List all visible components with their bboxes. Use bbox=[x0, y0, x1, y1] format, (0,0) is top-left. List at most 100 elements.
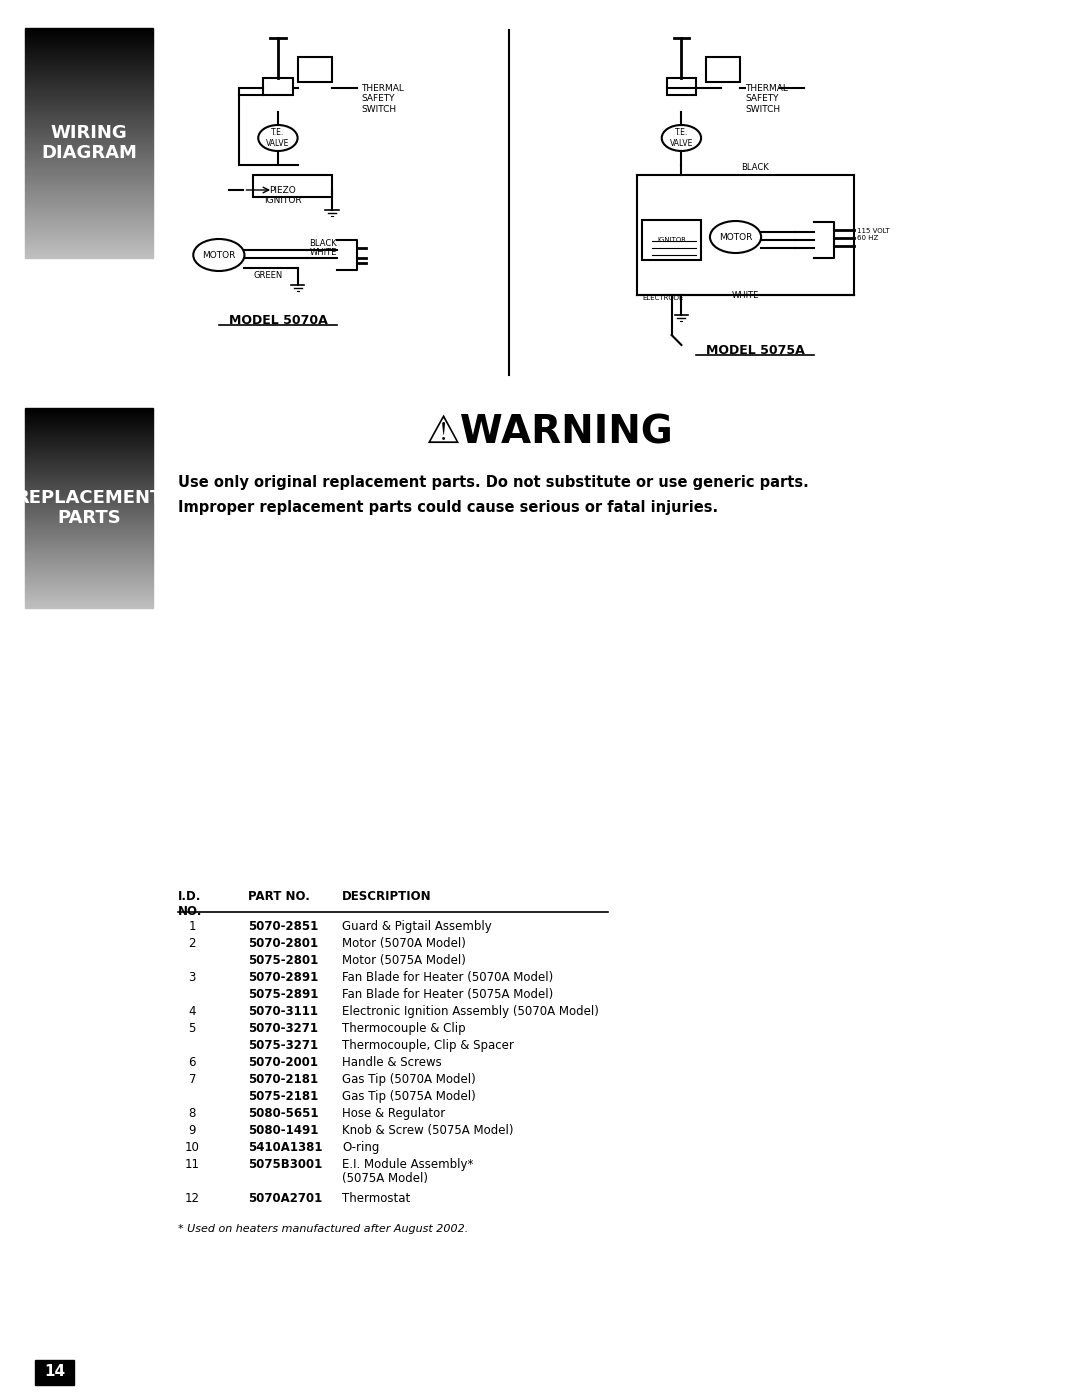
Bar bbox=[25, 574, 153, 576]
Text: THERMAL
SAFETY
SWITCH: THERMAL SAFETY SWITCH bbox=[362, 84, 404, 113]
Bar bbox=[25, 237, 153, 240]
Bar bbox=[25, 207, 153, 210]
Bar bbox=[25, 420, 153, 422]
Bar bbox=[25, 524, 153, 527]
Bar bbox=[25, 70, 153, 71]
Bar bbox=[25, 506, 153, 509]
Bar bbox=[25, 546, 153, 548]
Text: BLACK: BLACK bbox=[309, 239, 337, 249]
Bar bbox=[25, 564, 153, 566]
Bar bbox=[25, 534, 153, 536]
Bar bbox=[25, 580, 153, 583]
Bar bbox=[25, 74, 153, 77]
Bar bbox=[25, 500, 153, 502]
Text: MOTOR: MOTOR bbox=[202, 250, 235, 260]
Text: 2: 2 bbox=[189, 937, 197, 950]
Bar bbox=[25, 492, 153, 495]
Bar bbox=[25, 134, 153, 136]
Bar bbox=[25, 606, 153, 608]
Text: ⚠WARNING: ⚠WARNING bbox=[424, 414, 673, 451]
Bar bbox=[25, 127, 153, 129]
Bar bbox=[25, 472, 153, 474]
Text: Guard & Pigtail Assembly: Guard & Pigtail Assembly bbox=[342, 921, 491, 933]
Bar bbox=[706, 57, 741, 82]
Bar bbox=[25, 221, 153, 224]
Bar bbox=[25, 543, 153, 546]
Text: E.I. Module Assembly*: E.I. Module Assembly* bbox=[342, 1158, 473, 1171]
Text: Gas Tip (5070A Model): Gas Tip (5070A Model) bbox=[342, 1073, 475, 1085]
Text: 11: 11 bbox=[185, 1158, 200, 1171]
Bar bbox=[25, 414, 153, 416]
Bar bbox=[25, 177, 153, 180]
Bar bbox=[25, 117, 153, 120]
Bar bbox=[25, 256, 153, 258]
Bar bbox=[25, 432, 153, 434]
Text: Thermostat: Thermostat bbox=[342, 1192, 410, 1206]
Text: 1: 1 bbox=[189, 921, 197, 933]
Bar bbox=[25, 550, 153, 552]
Bar bbox=[25, 450, 153, 453]
Bar bbox=[25, 64, 153, 67]
Bar bbox=[25, 426, 153, 427]
Text: * Used on heaters manufactured after August 2002.: * Used on heaters manufactured after Aug… bbox=[177, 1224, 468, 1234]
Bar bbox=[25, 152, 153, 155]
Bar bbox=[25, 170, 153, 173]
Text: PART NO.: PART NO. bbox=[248, 890, 310, 902]
Bar bbox=[25, 495, 153, 496]
Text: Thermocouple, Clip & Spacer: Thermocouple, Clip & Spacer bbox=[342, 1039, 514, 1052]
Text: Use only original replacement parts. Do not substitute or use generic parts.: Use only original replacement parts. Do … bbox=[177, 475, 808, 490]
Bar bbox=[25, 599, 153, 602]
Bar bbox=[25, 89, 153, 92]
Bar bbox=[25, 588, 153, 590]
Bar bbox=[25, 46, 153, 49]
Text: MOTOR: MOTOR bbox=[719, 232, 753, 242]
Bar bbox=[25, 155, 153, 156]
Bar bbox=[25, 32, 153, 35]
Bar bbox=[25, 422, 153, 425]
Text: THERMAL
SAFETY
SWITCH: THERMAL SAFETY SWITCH bbox=[745, 84, 788, 113]
Bar bbox=[25, 173, 153, 175]
Text: MODEL 5075A: MODEL 5075A bbox=[706, 344, 805, 356]
Bar bbox=[25, 594, 153, 597]
Bar bbox=[25, 162, 153, 163]
Bar bbox=[25, 515, 153, 518]
Bar bbox=[25, 231, 153, 233]
Bar bbox=[25, 504, 153, 506]
Text: 9: 9 bbox=[189, 1125, 197, 1137]
Bar bbox=[25, 96, 153, 99]
Bar bbox=[25, 511, 153, 514]
Bar bbox=[25, 149, 153, 152]
Bar bbox=[25, 189, 153, 191]
Text: DESCRIPTION: DESCRIPTION bbox=[342, 890, 432, 902]
Bar bbox=[25, 166, 153, 168]
Bar bbox=[25, 584, 153, 585]
Bar bbox=[25, 528, 153, 529]
Bar bbox=[25, 483, 153, 486]
Bar bbox=[25, 453, 153, 454]
Bar bbox=[25, 542, 153, 543]
Bar bbox=[25, 566, 153, 569]
Text: 14: 14 bbox=[44, 1365, 65, 1379]
Text: Improper replacement parts could cause serious or fatal injuries.: Improper replacement parts could cause s… bbox=[177, 500, 717, 515]
Bar bbox=[25, 527, 153, 528]
Bar bbox=[25, 110, 153, 113]
Bar bbox=[25, 434, 153, 436]
Bar bbox=[25, 441, 153, 444]
Bar bbox=[25, 538, 153, 541]
Bar bbox=[25, 191, 153, 194]
Bar bbox=[25, 168, 153, 170]
Bar bbox=[25, 156, 153, 159]
Bar bbox=[25, 570, 153, 571]
Bar bbox=[25, 458, 153, 460]
Bar bbox=[25, 45, 153, 46]
Bar bbox=[25, 71, 153, 74]
Bar bbox=[25, 85, 153, 88]
Bar bbox=[25, 42, 153, 45]
Bar bbox=[25, 436, 153, 439]
Bar bbox=[25, 182, 153, 184]
Bar bbox=[25, 509, 153, 510]
Text: 8: 8 bbox=[189, 1106, 195, 1120]
Bar bbox=[25, 583, 153, 584]
Bar bbox=[25, 131, 153, 134]
Bar bbox=[642, 219, 701, 260]
